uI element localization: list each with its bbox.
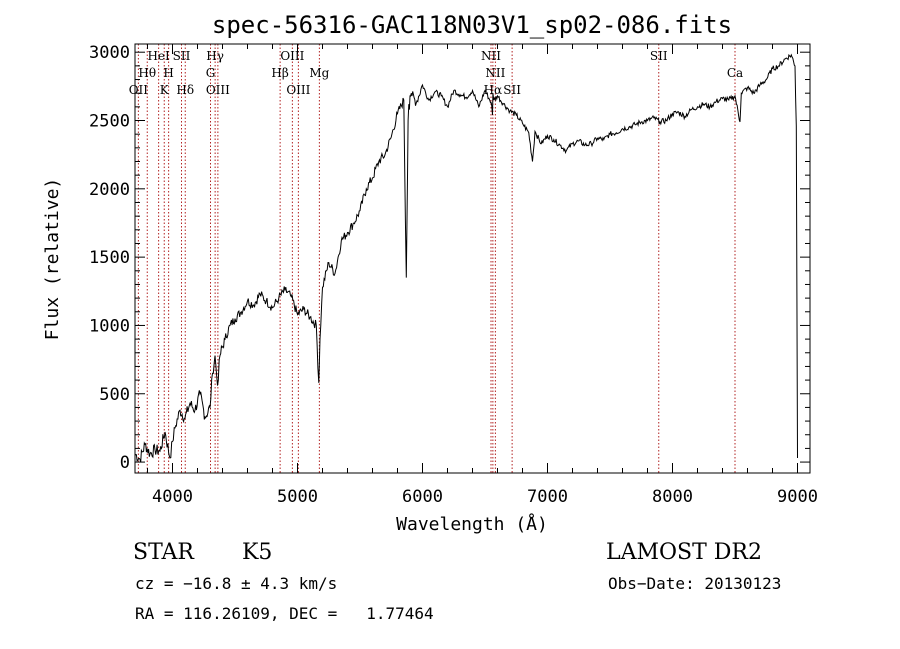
line-label-1: Hθ [138,66,156,80]
line-label-5: SII [173,49,191,63]
chart-title: spec-56316-GAC118N03V1_sp02-086.fits [212,11,732,39]
y-tick-label: 2000 [89,180,130,200]
spectral-line-labels: OIIHθHeIKHSIIHδGHγOIIIHβOIIIOIIIMgNIIHαN… [129,49,743,97]
line-label-18: SII [650,49,668,63]
line-label-0: OII [129,83,149,97]
line-label-17: SII [503,83,521,97]
line-label-10: Hβ [271,66,288,80]
line-label-4: H [163,66,173,80]
line-label-7: G [206,66,216,80]
line-label-13: Mg [309,66,329,80]
x-tick-label: 6000 [402,487,443,507]
spectral-line-markers [137,44,736,473]
y-tick-label: 1000 [89,316,130,336]
line-label-19: Ca [727,66,743,80]
redshift-cz: cz = −16.8 ± 4.3 km/s [135,574,338,593]
spectrum-series [134,53,798,463]
x-tick-label: 5000 [277,487,318,507]
y-tick-label: 1500 [89,248,130,268]
x-axis-label: Wavelength (Å) [396,513,548,535]
line-label-2: HeI [147,49,170,63]
y-axis-ticks: 0 500 1000 1500 2000 2500 3000 [89,43,810,473]
line-label-12: OIII [286,83,310,97]
line-label-3: K [160,83,170,97]
line-label-16: NII [485,66,505,80]
x-tick-label: 9000 [777,487,818,507]
line-label-9: OIII [206,83,230,97]
object-class: STAR [133,540,194,565]
x-axis-ticks: 4000 5000 6000 7000 8000 9000 [147,44,818,507]
line-label-6: Hδ [176,83,194,97]
y-tick-label: 0 [120,453,130,473]
y-axis-label: Flux (relative) [42,178,63,341]
y-tick-label: 500 [99,385,130,405]
x-tick-label: 4000 [152,487,193,507]
line-label-14: NII [481,49,501,63]
line-label-11: OIII [280,49,304,63]
y-tick-label: 3000 [89,43,130,63]
coordinates: RA = 116.26109, DEC = 1.77464 [135,604,434,623]
object-subclass: K5 [242,540,273,565]
x-tick-label: 8000 [652,487,693,507]
observation-date: Obs−Date: 20130123 [608,574,782,593]
x-tick-label: 7000 [527,487,568,507]
survey-name: LAMOST DR2 [606,540,762,565]
spectrum-line [134,53,798,463]
line-label-8: Hγ [206,49,224,63]
y-tick-label: 2500 [89,112,130,132]
line-label-15: Hα [484,83,503,97]
